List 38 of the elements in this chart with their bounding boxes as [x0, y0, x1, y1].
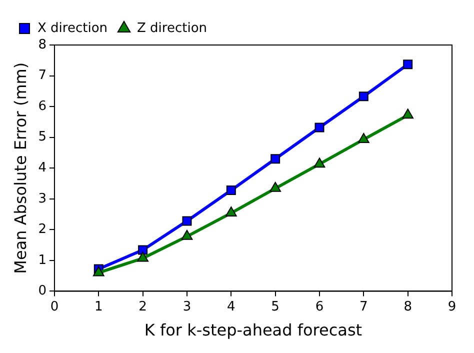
x-tick-label: 7	[360, 299, 368, 314]
x-tick-label: 2	[138, 299, 147, 314]
point	[138, 245, 148, 255]
point	[182, 216, 192, 226]
point	[358, 132, 370, 143]
y-tick-label: 1	[38, 252, 46, 268]
point	[225, 206, 237, 217]
x-tick-label: 1	[94, 299, 103, 314]
x-tick-label: 9	[448, 299, 456, 314]
point	[314, 158, 326, 168]
x-tick-label: 6	[315, 299, 324, 314]
legend-label: Z direction	[137, 20, 208, 36]
x-tick-label: 4	[227, 299, 236, 314]
y-tick-label: 7	[38, 68, 46, 84]
x-tick-label: 8	[404, 299, 412, 314]
point	[270, 154, 280, 164]
x-axis-title: K for k-step-ahead forecast	[144, 320, 362, 340]
point	[358, 92, 368, 102]
point	[92, 266, 104, 276]
point	[402, 108, 414, 119]
x-tick-label: 5	[271, 299, 280, 314]
y-tick-label: 6	[38, 98, 46, 114]
x-tick-label: 0	[50, 299, 59, 314]
point	[270, 182, 282, 192]
point	[137, 252, 149, 262]
point	[226, 186, 236, 195]
x-tick-label: 3	[182, 299, 192, 314]
point	[181, 230, 193, 240]
y-tick-label: 8	[38, 37, 46, 52]
point	[314, 122, 324, 132]
y-tick-label: 3	[38, 191, 46, 206]
y-tick-label: 0	[38, 284, 46, 299]
y-tick-label: 4	[38, 160, 46, 176]
y-axis-title: Mean Absolute Error (mm)	[10, 62, 30, 274]
legend-label: X direction	[38, 20, 108, 36]
point	[403, 60, 413, 70]
y-tick-label: 2	[38, 222, 46, 238]
y-tick-label: 5	[38, 130, 46, 145]
